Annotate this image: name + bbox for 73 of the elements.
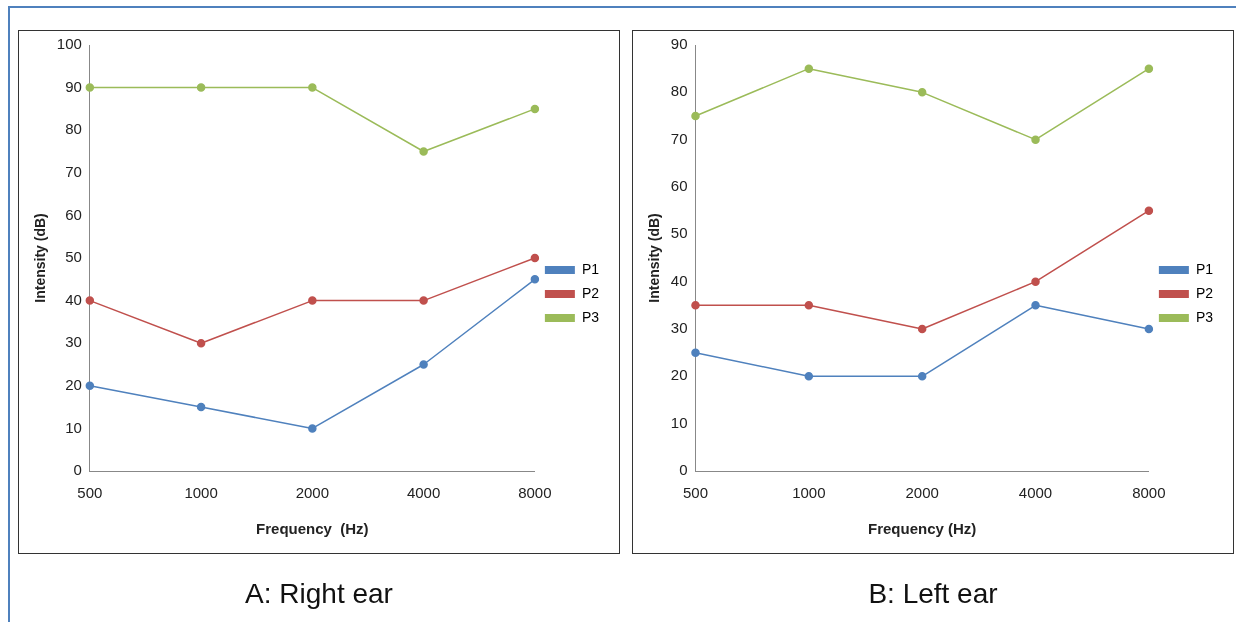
- x-tick-label: 500: [682, 484, 708, 502]
- y-tick-label: 80: [65, 120, 82, 138]
- x-tick-label: 4000: [406, 484, 441, 502]
- y-tick-label: 50: [670, 224, 688, 242]
- y-axis-title: Intensity (dB): [32, 213, 49, 303]
- point: [196, 83, 206, 92]
- y-tick-label: 0: [73, 461, 82, 479]
- x-axis-title: Frequency (Hz): [868, 520, 977, 538]
- point: [1144, 206, 1154, 215]
- y-tick-label: 10: [670, 413, 688, 431]
- legend-label: P3: [581, 308, 600, 325]
- point: [530, 253, 540, 263]
- y-tick-label: 90: [670, 35, 688, 53]
- point: [308, 83, 317, 92]
- point: [691, 348, 700, 357]
- x-tick-label: 2000: [905, 484, 939, 502]
- y-tick-label: 40: [670, 271, 688, 289]
- point: [1144, 324, 1154, 334]
- point: [1031, 135, 1040, 144]
- y-tick-label: 90: [65, 77, 82, 95]
- point: [691, 111, 700, 121]
- x-tick-label: 2000: [295, 484, 330, 502]
- point: [804, 372, 814, 381]
- y-tick-label: 10: [65, 418, 82, 436]
- y-tick-label: 40: [65, 290, 82, 308]
- legend-label: P2: [1195, 284, 1214, 301]
- y-tick-label: 80: [670, 82, 688, 100]
- x-tick-label: 500: [77, 484, 103, 502]
- legend-label: P3: [1195, 308, 1214, 325]
- y-tick-label: 60: [65, 205, 82, 223]
- x-tick-label: 8000: [518, 484, 552, 502]
- text: A: Right ear: [245, 578, 393, 610]
- y-tick-label: 30: [65, 333, 82, 351]
- legend-label: P2: [581, 284, 600, 301]
- legend-label: P1: [581, 260, 600, 277]
- y-tick-label: 100: [56, 35, 82, 53]
- point: [85, 381, 95, 391]
- x-tick-label: 4000: [1018, 484, 1053, 502]
- y-tick-label: 70: [65, 162, 82, 180]
- y-tick-label: 30: [670, 319, 688, 337]
- y-tick-label: 70: [670, 129, 688, 147]
- point: [85, 83, 95, 92]
- x-tick-label: 1000: [184, 484, 218, 502]
- point: [691, 301, 700, 310]
- point: [1031, 301, 1040, 310]
- x-tick-label: 1000: [792, 484, 826, 502]
- point: [917, 88, 927, 97]
- point: [917, 372, 927, 381]
- y-tick-label: 20: [670, 366, 688, 384]
- legend-label: P1: [1195, 260, 1214, 277]
- x-tick-label: 8000: [1132, 484, 1166, 502]
- y-tick-label: 20: [65, 375, 82, 393]
- point: [804, 301, 814, 310]
- point: [419, 296, 428, 305]
- point: [308, 424, 317, 433]
- y-tick-label: 50: [65, 248, 82, 266]
- point: [308, 296, 317, 305]
- point: [419, 147, 428, 156]
- y-tick-label: 60: [670, 177, 688, 195]
- x-axis-title: Frequency (Hz): [256, 520, 369, 538]
- point: [530, 275, 540, 284]
- point: [804, 64, 814, 73]
- point: [196, 338, 206, 348]
- point: [1144, 64, 1154, 73]
- text: B: Left ear: [868, 578, 998, 610]
- point: [917, 324, 927, 334]
- point: [196, 402, 206, 412]
- y-axis-title: Intensity (dB): [646, 213, 663, 303]
- point: [419, 360, 428, 369]
- y-tick-label: 0: [679, 461, 688, 479]
- point: [85, 296, 95, 305]
- point: [530, 104, 540, 114]
- point: [1031, 277, 1040, 286]
